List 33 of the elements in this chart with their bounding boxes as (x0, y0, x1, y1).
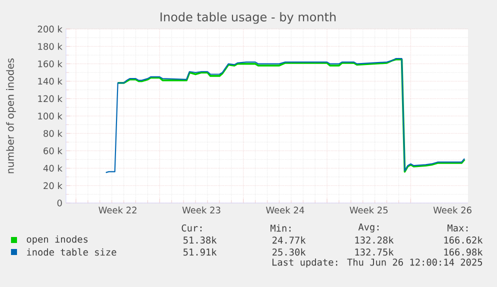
y-tick-label: 20 k (44, 182, 62, 190)
y-tick-label: 160 k (38, 60, 62, 68)
x-tick-label: Week 26 (433, 206, 472, 214)
x-tick-label: Week 23 (182, 206, 220, 214)
y-tick-label: 180 k (38, 42, 62, 50)
y-tick-label: 0 (57, 200, 62, 206)
x-tick-label: Week 24 (266, 206, 304, 214)
legend-label: inode table size (27, 248, 116, 256)
text: Min: (270, 224, 291, 232)
x-tick-label: Week 22 (98, 206, 136, 214)
text: 51.38k (184, 236, 217, 244)
chart-title: Inode table usage - by month (160, 12, 336, 24)
text: Cur: (182, 224, 202, 232)
y-tick-label: 200 k (38, 26, 62, 32)
text: 25.30k (272, 248, 306, 256)
y-tick-label: 60 k (44, 147, 62, 154)
x-tick-label: Week 25 (350, 206, 388, 214)
y-tick-label: 100 k (38, 112, 62, 120)
text: 166.98k (444, 248, 483, 256)
y-axis-title: number of open inodes (6, 58, 16, 174)
y-tick-label: 120 k (38, 95, 62, 102)
text: 132.75k (355, 248, 394, 256)
text: Max: (448, 224, 468, 232)
text: Avg: (358, 224, 379, 232)
y-tick-label: 140 k (38, 78, 62, 85)
text: Last update: Thu Jun 26 12:00:14 2025 (272, 258, 482, 268)
text: 132.28k (355, 236, 394, 244)
text: 166.62k (444, 236, 483, 244)
legend-label: open inodes (26, 235, 88, 245)
y-tick-label: 80 k (44, 130, 62, 137)
text: 51.91k (184, 248, 217, 256)
y-tick-label: 40 k (43, 164, 62, 172)
text: 24.77k (272, 236, 306, 244)
